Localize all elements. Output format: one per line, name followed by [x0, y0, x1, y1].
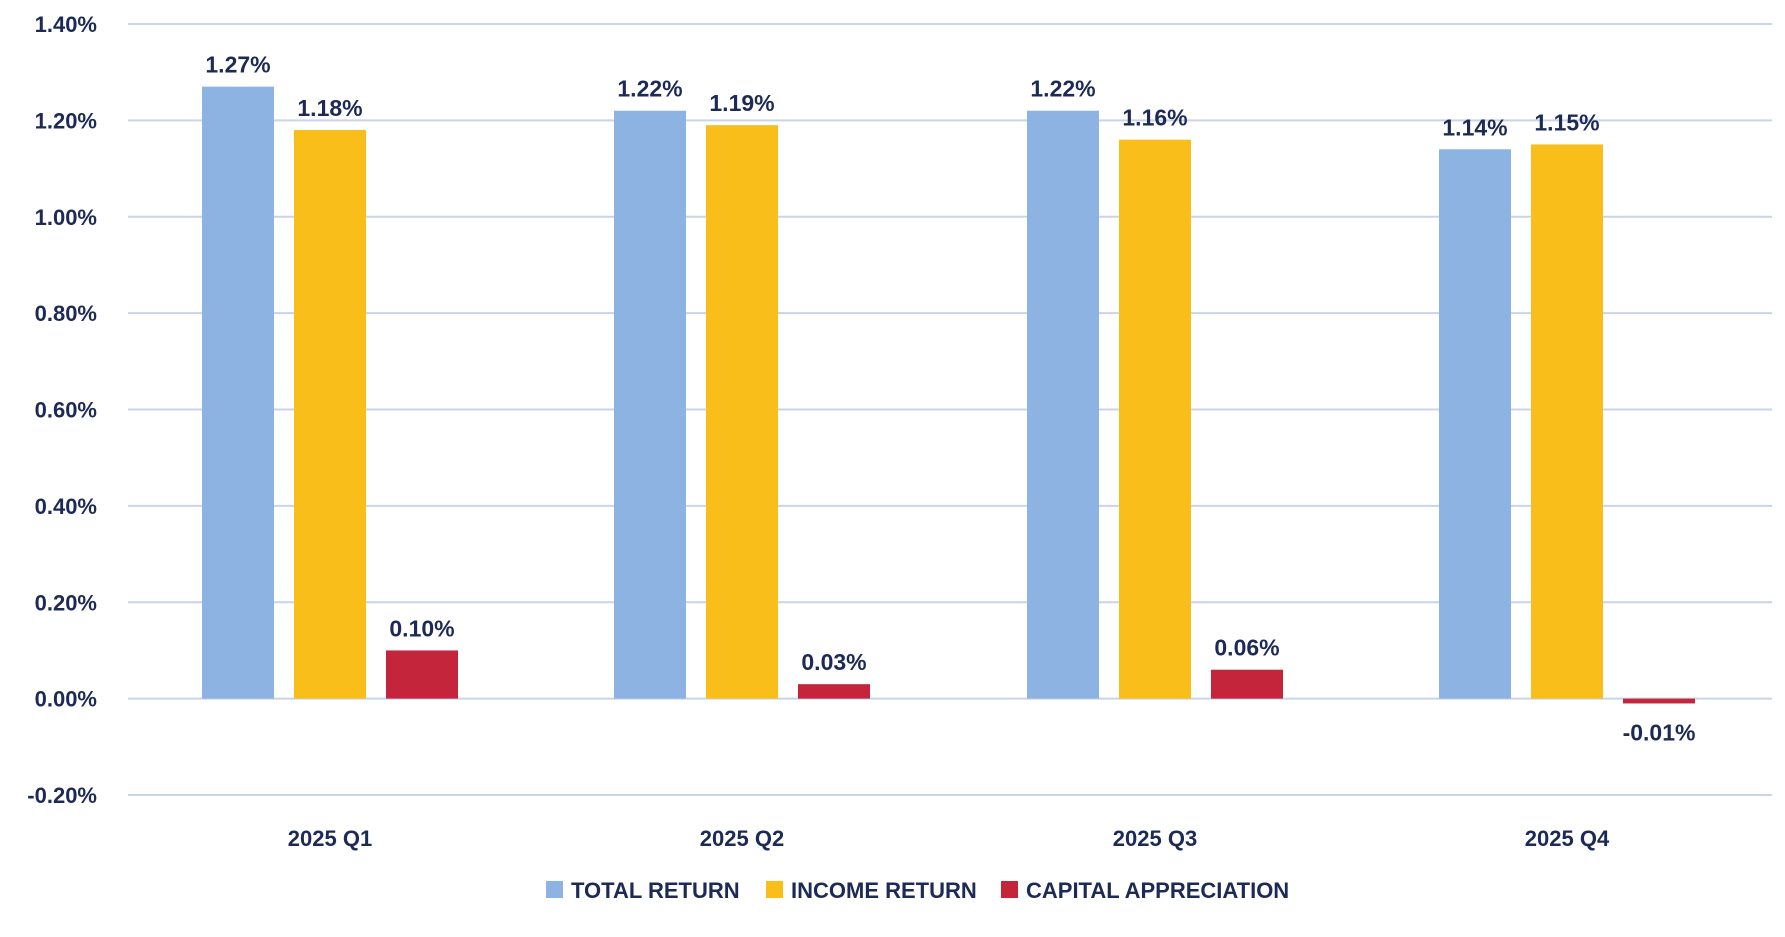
bar-income-return — [1119, 139, 1191, 699]
bar-total-return — [202, 86, 274, 699]
y-tick-label: 0.20% — [35, 590, 97, 615]
data-label: 0.06% — [1214, 635, 1279, 661]
data-label: 1.14% — [1442, 114, 1507, 140]
y-tick-label: 1.00% — [35, 205, 97, 230]
y-tick-label: 1.20% — [35, 108, 97, 133]
y-tick-label: 0.40% — [35, 494, 97, 519]
x-category-label: 2025 Q4 — [1525, 826, 1610, 851]
legend-swatch — [1001, 881, 1018, 898]
bar-capital-appreciation — [1211, 669, 1283, 699]
bar-income-return — [1531, 144, 1603, 699]
data-label: 1.18% — [297, 95, 362, 121]
data-label: 1.27% — [205, 52, 270, 78]
bar-total-return — [614, 110, 686, 699]
y-tick-label: -0.20% — [27, 783, 97, 808]
y-tick-label: 0.80% — [35, 301, 97, 326]
bar-income-return — [294, 130, 366, 699]
data-label: 0.03% — [801, 649, 866, 675]
legend-swatch — [546, 881, 563, 898]
legend-swatch — [766, 881, 783, 898]
data-label: -0.01% — [1623, 719, 1696, 745]
y-tick-label: 0.60% — [35, 398, 97, 423]
data-label: 1.19% — [709, 90, 774, 116]
bar-capital-appreciation — [386, 650, 458, 699]
legend-label: INCOME RETURN — [791, 878, 977, 903]
x-category-label: 2025 Q3 — [1113, 826, 1197, 851]
bar-capital-appreciation — [798, 684, 870, 699]
x-category-label: 2025 Q2 — [700, 826, 784, 851]
bar-capital-appreciation — [1623, 698, 1695, 704]
data-label: 1.16% — [1122, 105, 1187, 131]
y-tick-label: 1.40% — [35, 12, 97, 37]
bar-total-return — [1439, 149, 1511, 699]
data-label: 1.22% — [617, 76, 682, 102]
data-label: 0.10% — [389, 615, 454, 641]
legend-label: CAPITAL APPRECIATION — [1026, 878, 1289, 903]
legend-label: TOTAL RETURN — [571, 878, 740, 903]
y-tick-label: 0.00% — [35, 687, 97, 712]
data-label: 1.15% — [1534, 109, 1599, 135]
bar-income-return — [706, 125, 778, 699]
bar-total-return — [1027, 110, 1099, 699]
data-label: 1.22% — [1030, 76, 1095, 102]
x-category-label: 2025 Q1 — [288, 826, 372, 851]
